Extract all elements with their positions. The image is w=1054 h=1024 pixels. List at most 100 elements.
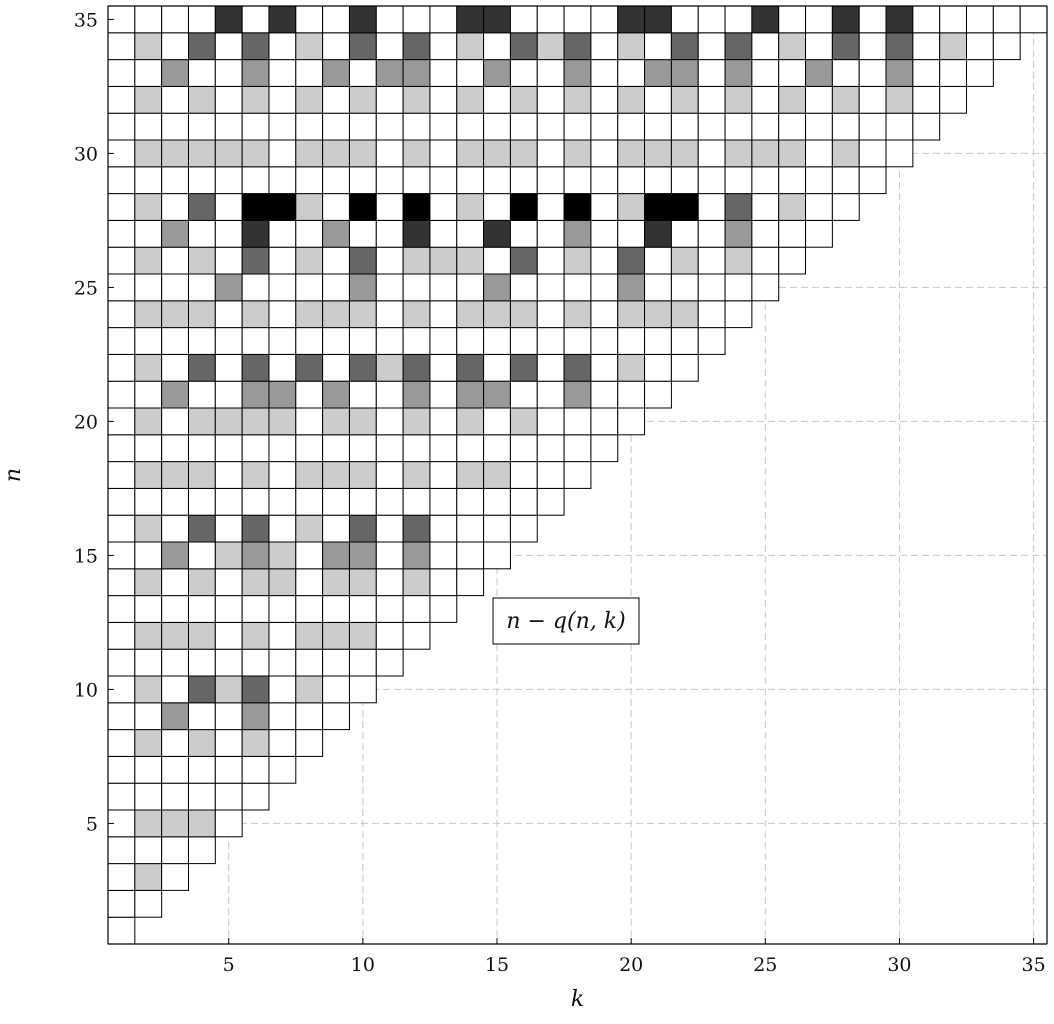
heatmap-cell bbox=[134, 166, 163, 195]
heatmap-cell bbox=[697, 193, 726, 221]
heatmap-cell bbox=[778, 166, 807, 195]
heatmap-cell bbox=[214, 193, 243, 221]
heatmap-cell bbox=[724, 300, 753, 329]
heatmap-cell bbox=[402, 568, 431, 597]
heatmap-cell bbox=[348, 219, 377, 248]
heatmap-cell bbox=[268, 139, 297, 168]
heatmap-cell bbox=[322, 541, 350, 570]
heatmap-cell bbox=[322, 85, 350, 114]
heatmap-cell bbox=[456, 139, 485, 168]
heatmap-cell bbox=[322, 112, 350, 141]
heatmap-cell bbox=[563, 59, 592, 87]
heatmap-cell bbox=[134, 85, 163, 114]
heatmap-cell bbox=[187, 5, 216, 34]
heatmap-cell bbox=[563, 166, 592, 195]
heatmap-cell bbox=[617, 407, 646, 436]
heatmap-cell bbox=[348, 327, 377, 355]
heatmap-cell bbox=[670, 273, 699, 302]
heatmap-cell bbox=[295, 514, 324, 543]
heatmap-cell bbox=[268, 595, 297, 623]
heatmap-cell bbox=[536, 434, 565, 463]
heatmap-cell bbox=[187, 300, 216, 329]
heatmap-cell bbox=[107, 327, 136, 355]
heatmap-cell bbox=[456, 166, 485, 195]
heatmap-cell bbox=[161, 782, 189, 811]
heatmap-cell bbox=[724, 193, 753, 221]
heatmap-cell bbox=[107, 85, 136, 114]
heatmap-cell bbox=[187, 85, 216, 114]
heatmap-cell bbox=[134, 595, 163, 623]
heatmap-cell bbox=[348, 193, 377, 221]
heatmap-cell bbox=[402, 380, 431, 409]
heatmap-cell bbox=[992, 5, 1021, 34]
heatmap-cell bbox=[483, 541, 511, 570]
heatmap-cell bbox=[107, 112, 136, 141]
heatmap-cell bbox=[295, 380, 324, 409]
heatmap-cell bbox=[241, 353, 270, 382]
heatmap-cell bbox=[134, 353, 163, 382]
heatmap-cell bbox=[483, 273, 511, 302]
heatmap-cell bbox=[295, 407, 324, 436]
heatmap-cell bbox=[778, 139, 807, 168]
heatmap-cell bbox=[644, 273, 672, 302]
heatmap-cell bbox=[214, 32, 243, 61]
heatmap-cell bbox=[348, 5, 377, 34]
heatmap-cell bbox=[375, 193, 404, 221]
heatmap-cell bbox=[134, 5, 163, 34]
heatmap-cell bbox=[858, 85, 887, 114]
heatmap-cell bbox=[161, 836, 189, 865]
heatmap-cell bbox=[295, 59, 324, 87]
heatmap-cell bbox=[644, 300, 672, 329]
heatmap-cell bbox=[134, 246, 163, 275]
heatmap-cell bbox=[268, 380, 297, 409]
heatmap-cell bbox=[134, 863, 163, 891]
heatmap-cell bbox=[617, 85, 646, 114]
heatmap-cell bbox=[241, 85, 270, 114]
heatmap-cell bbox=[697, 112, 726, 141]
x-axis-label: k bbox=[571, 987, 584, 1012]
heatmap-cell bbox=[697, 32, 726, 61]
heatmap-cell bbox=[107, 219, 136, 248]
heatmap-cell bbox=[348, 246, 377, 275]
heatmap-cell bbox=[805, 219, 833, 248]
heatmap-cell bbox=[644, 139, 672, 168]
heatmap-cell bbox=[375, 327, 404, 355]
heatmap-cell bbox=[536, 461, 565, 489]
heatmap-cell bbox=[295, 541, 324, 570]
heatmap-cell bbox=[912, 32, 941, 61]
heatmap-cell bbox=[509, 59, 538, 87]
heatmap-cell bbox=[107, 487, 136, 516]
heatmap-cell bbox=[831, 85, 860, 114]
heatmap-cell bbox=[831, 59, 860, 87]
heatmap-cell bbox=[563, 327, 592, 355]
heatmap-cell bbox=[161, 32, 189, 61]
heatmap-cell bbox=[402, 514, 431, 543]
heatmap-cell bbox=[295, 327, 324, 355]
heatmap-cell bbox=[187, 246, 216, 275]
heatmap-cell bbox=[268, 219, 297, 248]
heatmap-cell bbox=[429, 85, 458, 114]
heatmap-cell bbox=[778, 112, 807, 141]
heatmap-cell bbox=[134, 514, 163, 543]
heatmap-cell bbox=[187, 139, 216, 168]
heatmap-cell bbox=[724, 219, 753, 248]
heatmap-cell bbox=[295, 85, 324, 114]
heatmap-cell bbox=[214, 487, 243, 516]
heatmap-cell bbox=[697, 85, 726, 114]
heatmap-cell bbox=[187, 219, 216, 248]
heatmap-cell bbox=[483, 166, 511, 195]
heatmap-cell bbox=[134, 59, 163, 87]
heatmap-cell bbox=[509, 246, 538, 275]
heatmap-cell bbox=[456, 407, 485, 436]
heatmap-cell bbox=[268, 273, 297, 302]
heatmap-cell bbox=[966, 32, 994, 61]
heatmap-cell bbox=[751, 166, 780, 195]
heatmap-cell bbox=[322, 434, 350, 463]
heatmap-cell bbox=[375, 487, 404, 516]
heatmap-cell bbox=[590, 434, 619, 463]
heatmap-cell bbox=[912, 59, 941, 87]
heatmap-cell bbox=[509, 514, 538, 543]
heatmap-cell bbox=[241, 5, 270, 34]
heatmap-cell bbox=[241, 273, 270, 302]
